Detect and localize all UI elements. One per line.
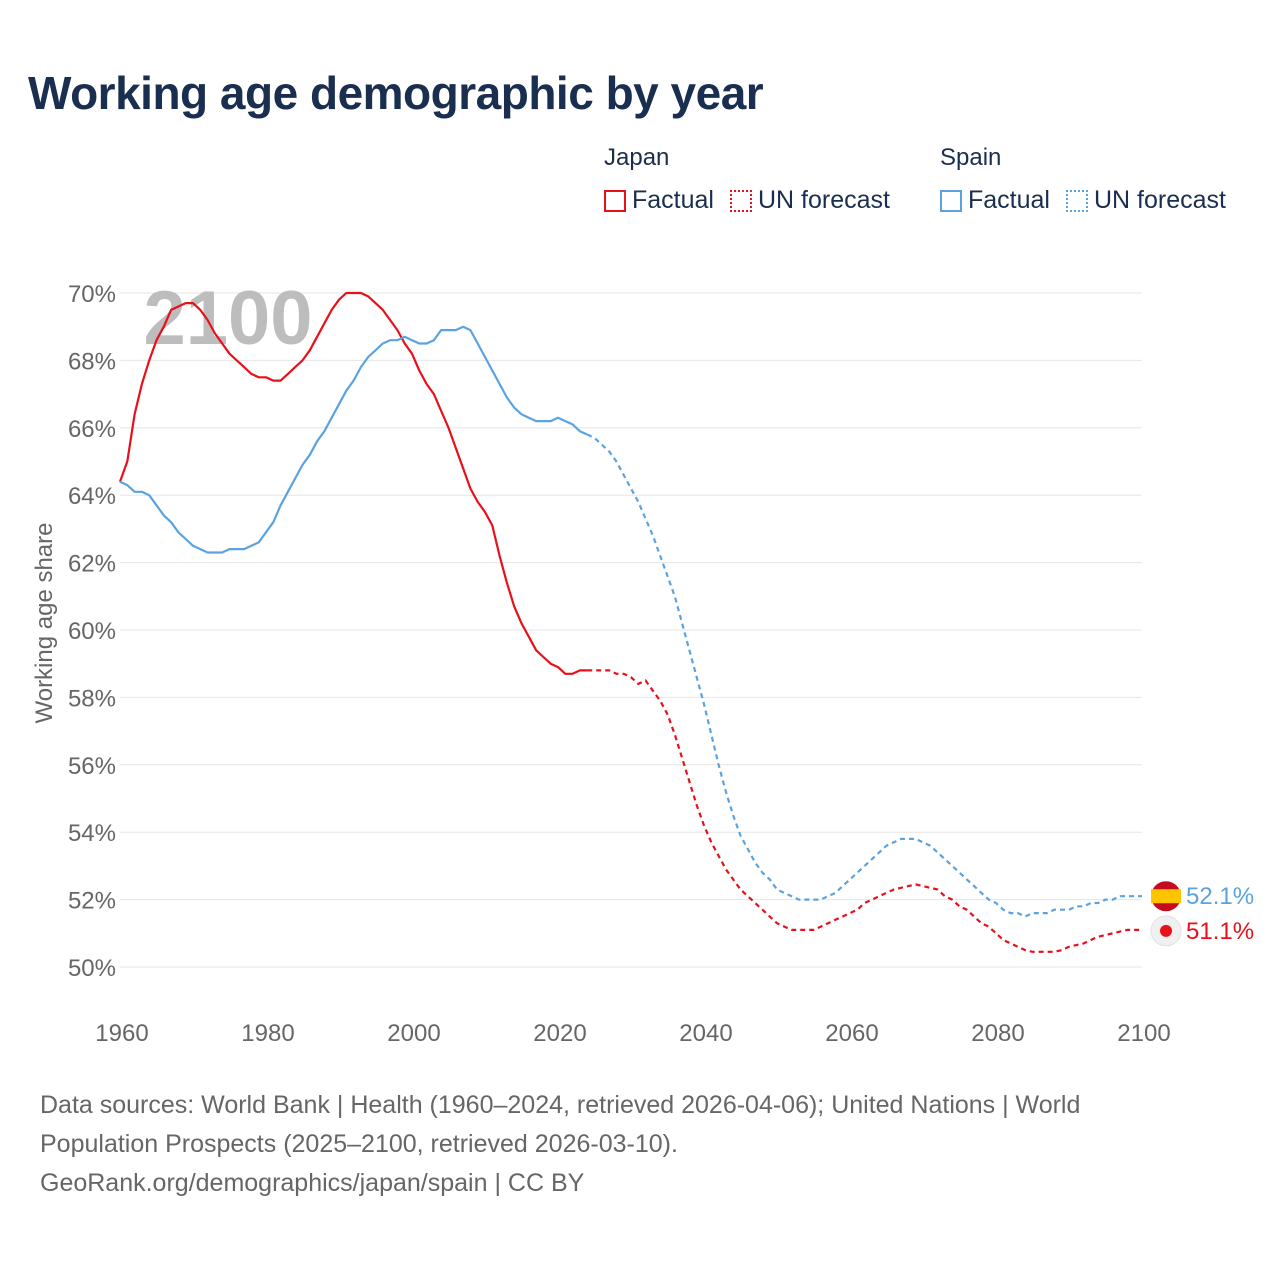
legend-spain-forecast[interactable]: UN forecast xyxy=(1065,186,1226,215)
legend-japan: Japan Factual UN forecast xyxy=(604,144,890,215)
y-tick-label: 58% xyxy=(68,685,116,712)
spain-flag-yellow xyxy=(1151,889,1181,904)
legend-japan-forecast-swatch xyxy=(729,189,752,212)
spain-forecast-line[interactable] xyxy=(586,433,1142,918)
y-tick-label: 70% xyxy=(68,281,116,308)
y-tick-label: 54% xyxy=(68,820,116,847)
x-tick-label: 2000 xyxy=(387,1020,440,1047)
spain-end-value: 52.1% xyxy=(1186,883,1254,910)
legend-spain: Spain Factual UN forecast xyxy=(940,144,1226,215)
x-axis-ticks: 1960 1980 2000 2020 2040 2060 2080 2100 xyxy=(95,1020,1170,1047)
japan-forecast-line[interactable] xyxy=(587,669,1142,953)
legend-spain-factual-swatch xyxy=(940,189,962,212)
legend-japan-title: Japan xyxy=(604,144,670,171)
legend-spain-factual-label: Factual xyxy=(968,186,1050,214)
y-axis-label: Working age share xyxy=(31,523,58,724)
japan-factual-line[interactable] xyxy=(118,291,588,675)
series-lines xyxy=(118,291,1142,953)
year-watermark: 2100 xyxy=(143,276,312,361)
japan-end-value: 51.1% xyxy=(1186,918,1254,945)
legend-japan-factual[interactable]: Factual xyxy=(604,186,714,215)
y-tick-label: 66% xyxy=(68,416,116,443)
legend-japan-forecast-label: UN forecast xyxy=(757,186,890,214)
x-tick-label: 1980 xyxy=(241,1020,294,1047)
y-tick-label: 50% xyxy=(68,955,116,982)
line-chart: 50%52%54%56%58%60%62%64%66%68%70% 1960 19… xyxy=(31,276,1254,1047)
y-tick-label: 52% xyxy=(68,888,116,915)
y-tick-label: 64% xyxy=(68,483,116,510)
legend-japan-factual-label: Factual xyxy=(632,186,714,214)
legend-japan-factual-swatch xyxy=(604,189,626,212)
gridlines xyxy=(120,292,1142,968)
spain-flag-marker[interactable] xyxy=(1151,881,1181,912)
chart-title: Working age demographic by year xyxy=(28,67,764,119)
x-tick-label: 1960 xyxy=(95,1020,148,1047)
credit-link[interactable]: GeoRank.org/demographics/japan/spain | C… xyxy=(40,1169,585,1197)
y-axis-ticks: 50% 52% 54% 56% 58% 60% 62% 64% 66% 68% 70% xyxy=(68,281,116,982)
japan-flag-marker[interactable] xyxy=(1150,915,1182,947)
spain-factual-line[interactable] xyxy=(119,325,588,554)
legend-japan-forecast[interactable]: UN forecast xyxy=(729,186,890,215)
data-sources: Data sources: World Bank | Health (1960–… xyxy=(40,1091,1081,1158)
x-tick-label: 2060 xyxy=(825,1020,878,1047)
legend-spain-forecast-label: UN forecast xyxy=(1093,186,1226,214)
legend-spain-forecast-swatch xyxy=(1065,189,1088,212)
x-tick-label: 2040 xyxy=(679,1020,732,1047)
y-tick-label: 62% xyxy=(68,551,116,578)
x-tick-label: 2100 xyxy=(1117,1020,1170,1047)
x-tick-label: 2080 xyxy=(971,1020,1024,1047)
footer: Data sources: World Bank | Health (1960–… xyxy=(40,1086,1160,1203)
y-tick-label: 56% xyxy=(68,753,116,780)
y-tick-label: 68% xyxy=(68,348,116,375)
japan-flag-sun xyxy=(1160,924,1172,937)
legend-spain-factual[interactable]: Factual xyxy=(940,186,1050,215)
y-tick-label: 60% xyxy=(68,618,116,645)
end-markers xyxy=(1150,881,1182,947)
x-tick-label: 2020 xyxy=(533,1020,586,1047)
legend-spain-title: Spain xyxy=(940,144,1002,171)
